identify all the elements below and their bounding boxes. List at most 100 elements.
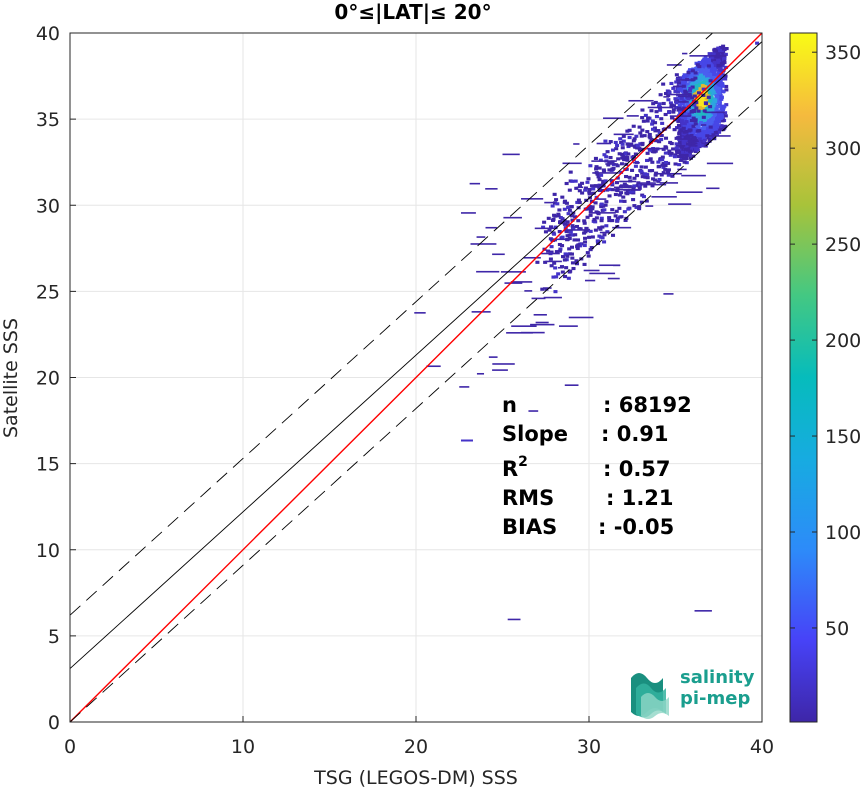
heatmap-cell — [707, 52, 712, 56]
heatmap-cell — [698, 102, 703, 107]
heatmap-cell — [668, 101, 673, 105]
heatmap-cell — [685, 101, 690, 105]
heatmap-cell — [617, 152, 622, 156]
heatmap-cell — [621, 195, 626, 199]
heatmap-cell — [713, 63, 718, 67]
heatmap-cell — [664, 136, 669, 140]
heatmap-cell — [639, 200, 644, 204]
heatmap-cell — [660, 155, 665, 159]
heatmap-cell — [552, 261, 557, 265]
heatmap-cell — [690, 85, 695, 89]
heatmap-cell — [697, 137, 702, 141]
heatmap-cell — [618, 137, 623, 141]
heatmap-cell — [566, 212, 571, 216]
heatmap-cell — [570, 224, 575, 228]
heatmap-cell — [717, 75, 722, 79]
heatmap-cell — [691, 73, 696, 77]
heatmap-cell — [615, 219, 620, 223]
heatmap-cell — [671, 108, 676, 112]
heatmap-cell — [608, 140, 613, 144]
heatmap-cell — [716, 113, 721, 118]
heatmap-cell — [701, 87, 706, 91]
heatmap-cell — [684, 150, 689, 154]
heatmap-cell — [672, 155, 677, 159]
heatmap-cell — [635, 173, 640, 178]
heatmap-cell — [564, 181, 569, 186]
heatmap-cell — [706, 162, 734, 165]
heatmap-cell — [570, 218, 575, 222]
heatmap-cell — [639, 165, 644, 169]
heatmap-cell — [492, 369, 508, 371]
heatmap-cell — [716, 90, 722, 94]
heatmap-cell — [673, 97, 678, 101]
heatmap-cell — [680, 121, 685, 125]
heatmap-cell — [674, 80, 679, 84]
heatmap-cell — [635, 144, 640, 148]
heatmap-cell — [577, 227, 582, 231]
heatmap-cell — [653, 149, 658, 153]
heatmap-cell — [694, 106, 699, 110]
heatmap-cell — [614, 209, 619, 213]
heatmap-cell — [638, 183, 643, 187]
heatmap-cell — [691, 81, 697, 86]
heatmap-cell — [598, 158, 603, 162]
heatmap-cell — [583, 269, 600, 272]
heatmap-cell — [705, 134, 710, 138]
heatmap-cell — [687, 112, 692, 116]
heatmap-cell — [697, 106, 702, 111]
heatmap-cell — [569, 252, 574, 256]
heatmap-cell — [625, 192, 630, 196]
heatmap-cell — [705, 81, 710, 86]
heatmap-cell — [695, 144, 700, 148]
heatmap-cell — [701, 115, 706, 119]
heatmap-cell — [597, 166, 602, 170]
heatmap-cell — [682, 106, 687, 110]
heatmap-cell — [691, 134, 696, 138]
heatmap-cell — [666, 93, 671, 97]
heatmap-cell — [698, 73, 703, 77]
heatmap-cell — [663, 112, 668, 117]
heatmap-cell — [615, 187, 620, 191]
heatmap-cell — [716, 64, 721, 68]
heatmap-cell — [568, 230, 573, 234]
heatmap-cell — [721, 68, 726, 72]
heatmap-cell — [645, 205, 654, 207]
heatmap-cell — [723, 124, 728, 128]
heatmap-cell — [563, 274, 568, 279]
heatmap-cell — [604, 200, 609, 204]
heatmap-cell — [713, 97, 718, 101]
heatmap-cell — [576, 243, 581, 247]
heatmap-cell — [577, 189, 582, 193]
heatmap-cell — [701, 124, 706, 129]
heatmap-cell — [566, 276, 571, 280]
heatmap-cell — [682, 87, 687, 91]
heatmap-cell — [631, 139, 636, 143]
heatmap-cell — [576, 186, 584, 189]
heatmap-cell — [485, 188, 498, 190]
heatmap-cell — [712, 115, 717, 120]
heatmap-cell — [656, 165, 661, 169]
heatmap-cell — [690, 106, 695, 110]
heatmap-cell — [590, 207, 595, 211]
heatmap-cell — [565, 254, 570, 258]
heatmap-cell — [666, 64, 682, 66]
heatmap-cell — [718, 48, 723, 53]
colorbar-ticks: 50 100 150 200 250 300 350 — [790, 42, 861, 640]
heatmap-cell — [614, 181, 619, 185]
heatmap-cell — [689, 133, 694, 138]
heatmap-cell — [677, 132, 682, 136]
heatmap-cell — [580, 191, 585, 195]
heatmap-cell — [651, 177, 656, 181]
heatmap-cell — [719, 75, 724, 79]
heatmap-cell — [600, 236, 605, 240]
heatmap-cell — [688, 131, 693, 135]
heatmap-cell — [722, 54, 727, 58]
heatmap-cell — [630, 168, 635, 172]
heatmap-cell — [708, 105, 713, 109]
heatmap-cell — [641, 119, 646, 123]
heatmap-cell — [559, 265, 564, 269]
heatmap-cell — [557, 242, 562, 247]
heatmap-cell — [678, 140, 683, 145]
heatmap-cell — [580, 181, 585, 185]
heatmap-cell — [570, 256, 575, 260]
